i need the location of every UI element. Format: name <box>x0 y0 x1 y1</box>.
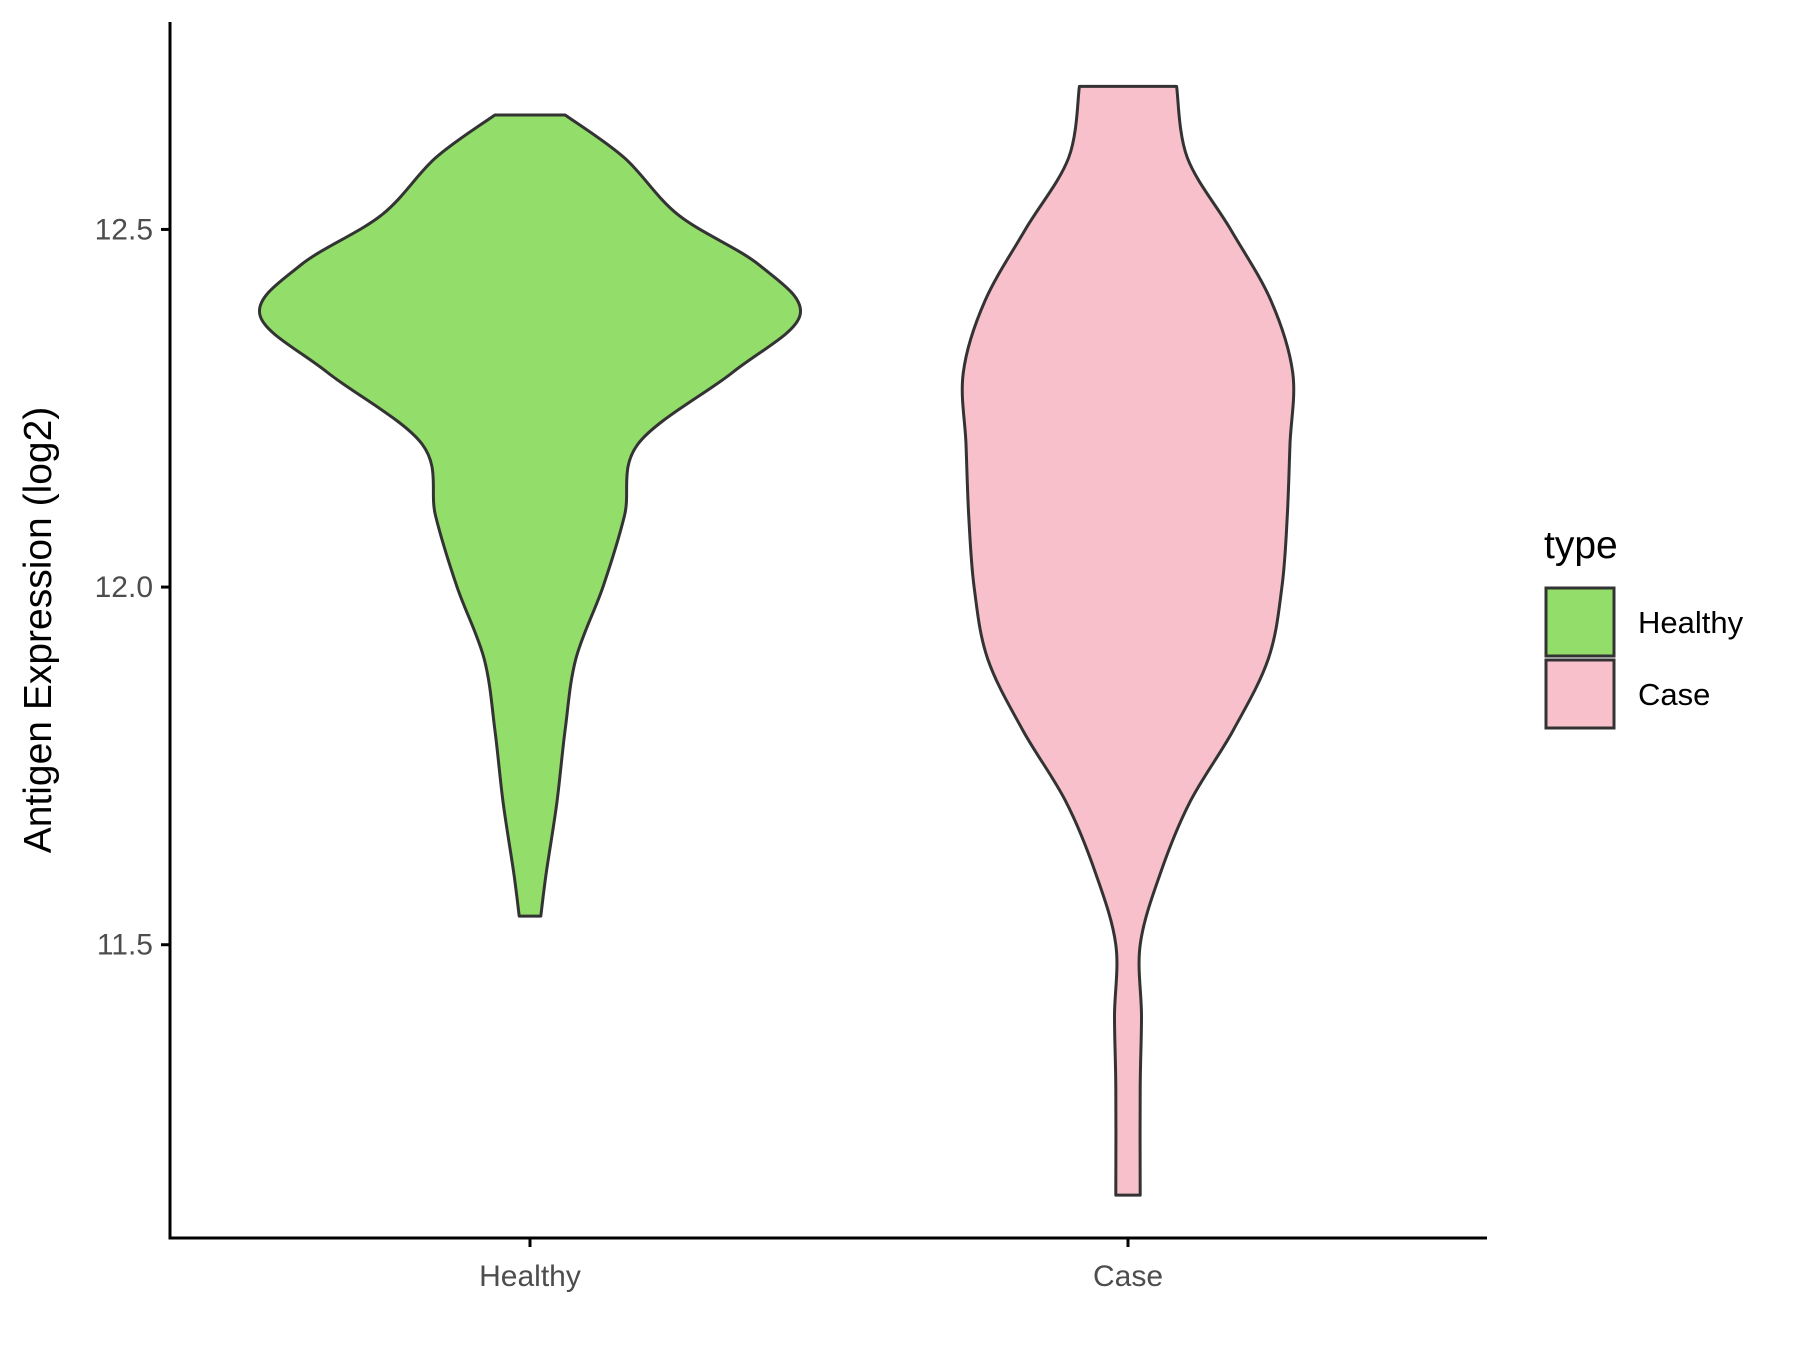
legend-title: type <box>1544 524 1618 567</box>
legend-label-healthy: Healthy <box>1638 605 1744 640</box>
legend: type Healthy Case <box>1544 524 1744 730</box>
y-tick-label: 11.5 <box>97 929 153 962</box>
x-ticks: Healthy Case <box>479 1238 1163 1293</box>
violin-case <box>960 84 1296 1197</box>
legend-key-case <box>1544 658 1616 730</box>
violins <box>258 84 1296 1197</box>
y-ticks: 11.5 12.0 12.5 <box>95 213 170 962</box>
legend-key-healthy <box>1544 586 1616 658</box>
y-tick-label: 12.5 <box>95 213 153 246</box>
plot-area: 11.5 12.0 12.5 Healthy Case <box>95 22 1487 1293</box>
y-tick-label: 12.0 <box>95 571 153 604</box>
y-axis-title: Antigen Expression (log2) <box>17 407 60 854</box>
legend-entries: Healthy Case <box>1544 586 1744 730</box>
x-tick-label: Healthy <box>479 1260 581 1293</box>
legend-label-case: Case <box>1638 677 1710 712</box>
x-tick-label: Case <box>1093 1260 1163 1293</box>
violin-healthy <box>258 113 802 918</box>
